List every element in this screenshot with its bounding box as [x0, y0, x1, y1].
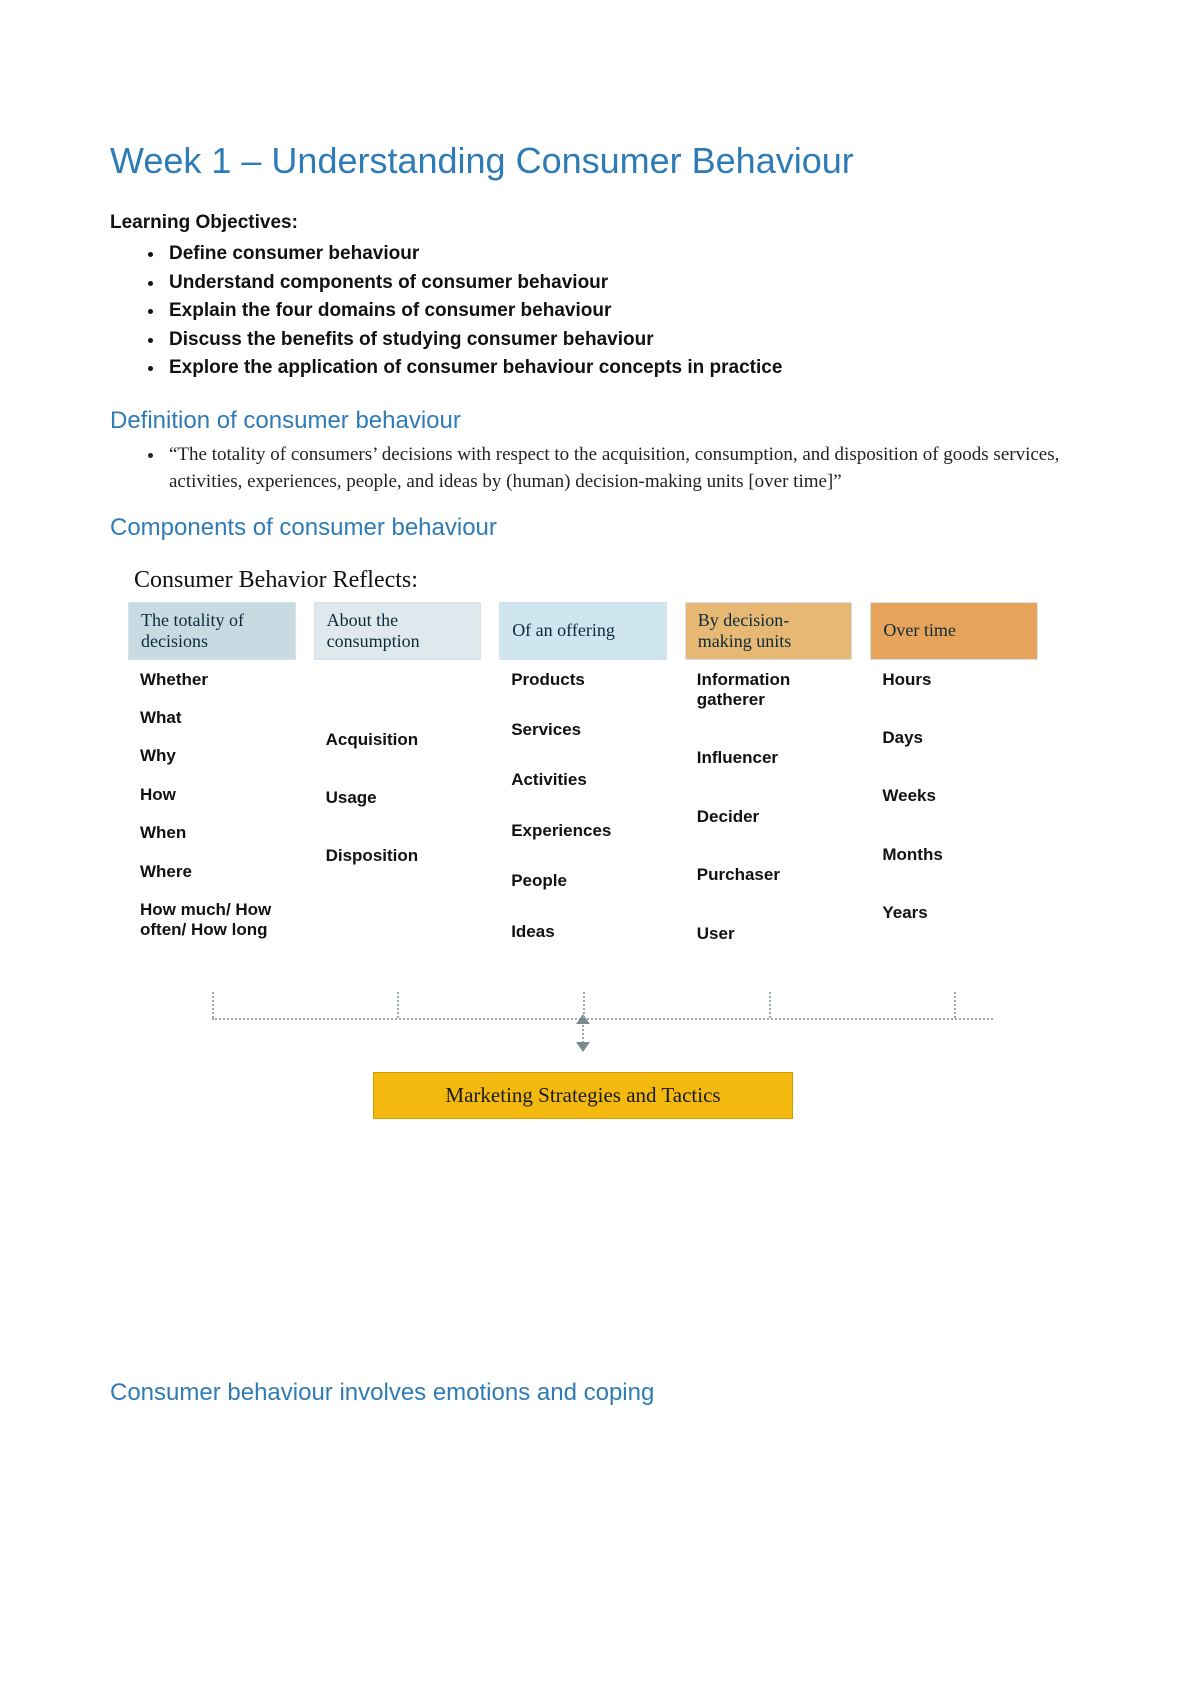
column-item: Activities: [511, 770, 655, 790]
column-header: About the consumption: [314, 602, 482, 660]
diagram-connector: [128, 992, 1038, 1072]
diagram-column: About the consumption Acquisition Usage Dis…: [314, 602, 482, 988]
column-header: By decision-making units: [685, 602, 853, 660]
definition-text: “The totality of consumers’ decisions wi…: [165, 441, 1090, 496]
column-item: Information gatherer: [697, 670, 841, 711]
column-item: Ideas: [511, 922, 655, 942]
column-item: Decider: [697, 807, 841, 827]
column-item: How: [140, 785, 284, 805]
section-heading-emotions: Consumer behaviour involves emotions and…: [110, 1379, 1090, 1407]
column-item: Disposition: [326, 846, 470, 866]
column-item: Where: [140, 862, 284, 882]
diagram-column: The totality of decisions Whether What Why H…: [128, 602, 296, 988]
arrow-down-icon: [576, 1042, 590, 1052]
diagram-column: Of an offering Products Services Activities…: [499, 602, 667, 988]
column-header: The totality of decisions: [128, 602, 296, 660]
page-title: Week 1 – Understanding Consumer Behaviou…: [110, 140, 1090, 182]
column-item: Products: [511, 670, 655, 690]
definition-list: “The totality of consumers’ decisions wi…: [110, 441, 1090, 496]
connector-tick: [583, 992, 585, 1018]
column-item: Hours: [882, 670, 1026, 690]
section-heading-definition: Definition of consumer behaviour: [110, 407, 1090, 435]
column-item: Days: [882, 728, 1026, 748]
column-body: Products Services Activities Experiences Peo…: [499, 660, 667, 978]
column-body: Whether What Why How When Where How much/ How …: [128, 660, 296, 965]
column-item: Influencer: [697, 748, 841, 768]
column-header: Of an offering: [499, 602, 667, 660]
diagram-column: By decision-making unitsInformation gath…: [685, 602, 853, 988]
column-item: Experiences: [511, 821, 655, 841]
column-header: Over time: [870, 602, 1038, 660]
column-body: Information gatherer Influencer Decider Pur…: [685, 660, 853, 988]
connector-horizontal-line: [212, 1018, 993, 1020]
objective-item: Define consumer behaviour: [165, 240, 1090, 269]
column-item: Services: [511, 720, 655, 740]
column-item: How much/ How often/ How long: [140, 900, 284, 941]
connector-tick: [954, 992, 956, 1018]
objectives-list: Define consumer behaviourUnderstand comp…: [110, 240, 1090, 383]
objective-item: Explore the application of consumer beha…: [165, 354, 1090, 383]
column-body: Hours Days Weeks Months Years: [870, 660, 1038, 968]
column-item: Whether: [140, 670, 284, 690]
diagram-title: Consumer Behavior Reflects:: [134, 567, 1038, 594]
column-item: People: [511, 871, 655, 891]
column-item: When: [140, 823, 284, 843]
column-item: What: [140, 708, 284, 728]
components-diagram: Consumer Behavior Reflects: The totality…: [128, 567, 1038, 1119]
column-item: Acquisition: [326, 730, 470, 750]
marketing-strategies-box: Marketing Strategies and Tactics: [373, 1072, 793, 1119]
objectives-label: Learning Objectives:: [110, 212, 1090, 234]
objective-item: Understand components of consumer behavi…: [165, 269, 1090, 298]
section-heading-components: Components of consumer behaviour: [110, 514, 1090, 542]
column-item: Years: [882, 903, 1026, 923]
column-item: User: [697, 924, 841, 944]
objective-item: Discuss the benefits of studying consume…: [165, 326, 1090, 355]
column-item: Purchaser: [697, 865, 841, 885]
document-page: Week 1 – Understanding Consumer Behaviou…: [0, 0, 1200, 1473]
diagram-column: Over time Hours Days Weeks Months Years: [870, 602, 1038, 988]
connector-tick: [769, 992, 771, 1018]
connector-tick: [397, 992, 399, 1018]
column-item: Usage: [326, 788, 470, 808]
objective-item: Explain the four domains of consumer beh…: [165, 297, 1090, 326]
column-body: Acquisition Usage Disposition: [314, 660, 482, 960]
connector-tick: [212, 992, 214, 1018]
column-item: Weeks: [882, 786, 1026, 806]
column-item: Months: [882, 845, 1026, 865]
diagram-columns: The totality of decisions Whether What Why H…: [128, 602, 1038, 988]
column-item: Why: [140, 746, 284, 766]
